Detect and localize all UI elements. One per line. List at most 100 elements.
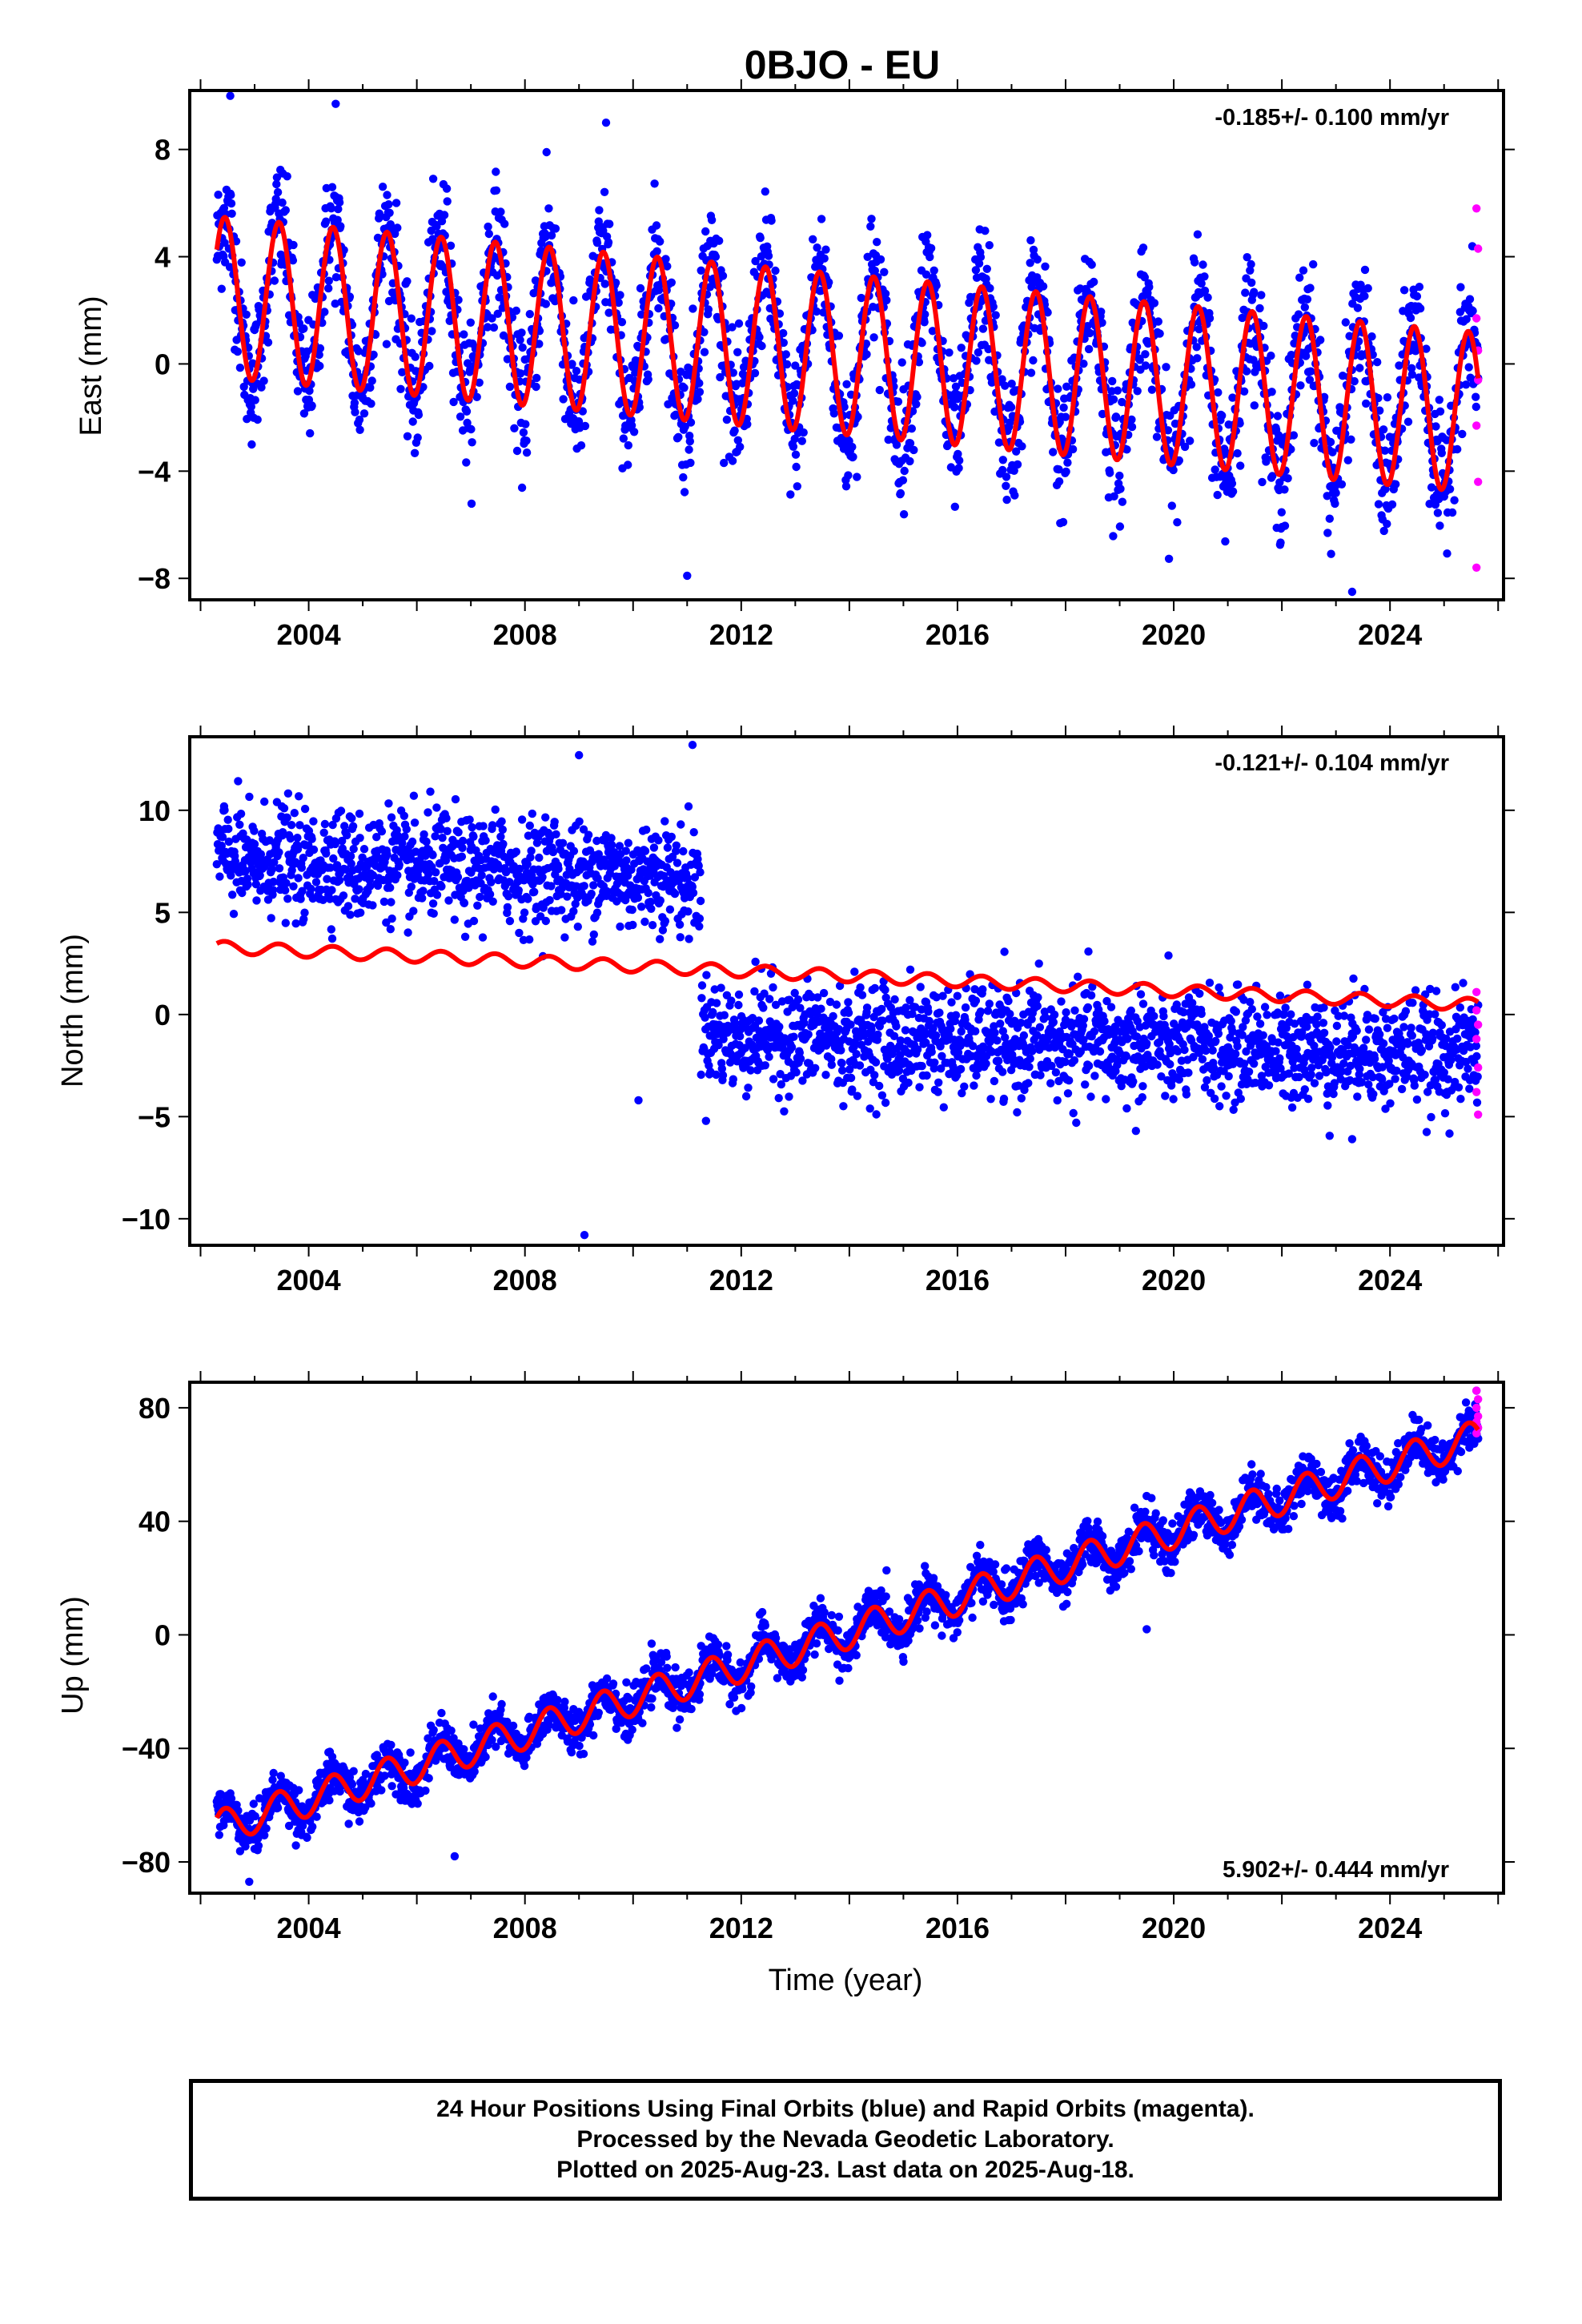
data-point [1360,265,1370,275]
data-point [503,903,512,912]
data-point [1379,425,1388,434]
data-point [1141,361,1150,370]
data-point [407,883,416,891]
data-point [1041,262,1050,271]
data-point [1450,496,1459,505]
data-point [489,323,499,332]
data-point [644,375,652,384]
data-point [1309,259,1318,269]
data-point [982,264,992,273]
data-point [1275,1054,1284,1063]
data-point [1025,1063,1034,1072]
data-point [856,983,865,992]
data-point [867,215,876,223]
data-point [934,1078,943,1088]
data-point [1472,402,1481,412]
data-point [600,279,609,288]
data-point [260,797,269,806]
data-point [1234,980,1243,989]
data-point [720,1011,729,1019]
data-point [947,998,956,1007]
data-point [789,1032,798,1041]
data-point [674,432,683,441]
data-point [336,806,346,815]
y-tick-label: 4 [155,241,171,274]
data-point [756,233,765,243]
data-point [505,916,515,926]
data-point [647,904,656,914]
data-point [419,887,428,895]
data-point [468,822,476,832]
data-point [393,223,402,232]
data-point [1303,1095,1313,1104]
outlier-point [601,119,611,127]
data-point [521,420,530,428]
data-point [1141,350,1150,359]
data-point [925,1016,934,1026]
data-point [339,891,348,900]
data-point [327,183,337,191]
data-point [837,1059,846,1068]
data-point [1250,287,1259,296]
data-point [1337,480,1347,489]
data-point [982,1059,990,1068]
data-point [422,837,431,846]
data-point [1300,303,1310,312]
data-point [755,332,764,342]
data-point [410,448,420,457]
data-point [799,428,808,437]
data-point [1154,317,1163,326]
data-point [978,985,987,994]
data-point [492,186,501,195]
data-point [224,824,233,834]
data-point [1355,364,1364,372]
data-point [484,222,492,231]
data-point [1197,1009,1206,1019]
data-point [1387,500,1397,509]
data-point [604,308,613,317]
data-point [652,221,661,230]
data-point [229,910,239,919]
data-point [916,983,925,991]
data-point [512,847,520,856]
data-point [1004,996,1013,1006]
data-point [909,445,918,455]
data-point [532,373,541,383]
data-point [1383,393,1392,402]
data-point [1431,422,1440,431]
data-point [727,996,736,1005]
data-point [829,1011,837,1021]
data-point [983,1007,993,1015]
data-point [1058,517,1068,527]
data-point [1133,387,1142,396]
data-point [821,1071,830,1080]
data-point [1002,495,1011,505]
data-point [1250,401,1259,410]
data-point [1129,1077,1138,1086]
data-point [1231,1007,1241,1016]
data-point [1106,1003,1116,1011]
data-point [991,311,1000,320]
data-point [1213,490,1222,500]
data-point [730,426,739,435]
data-point [458,836,468,846]
data-point [786,490,795,499]
data-point [779,328,788,338]
data-point [324,276,333,285]
data-point [1233,1042,1242,1051]
data-point [689,888,698,898]
data-point [235,364,245,372]
data-point [656,896,665,905]
data-point [1347,435,1355,444]
data-point [637,903,646,911]
data-point [617,318,627,327]
data-point [368,901,377,910]
data-point [510,424,519,432]
data-point [697,981,707,990]
data-point [1191,258,1199,267]
data-point [715,236,724,245]
data-point [793,482,801,491]
data-point [440,211,449,219]
data-point [322,217,331,226]
data-point [689,304,697,313]
